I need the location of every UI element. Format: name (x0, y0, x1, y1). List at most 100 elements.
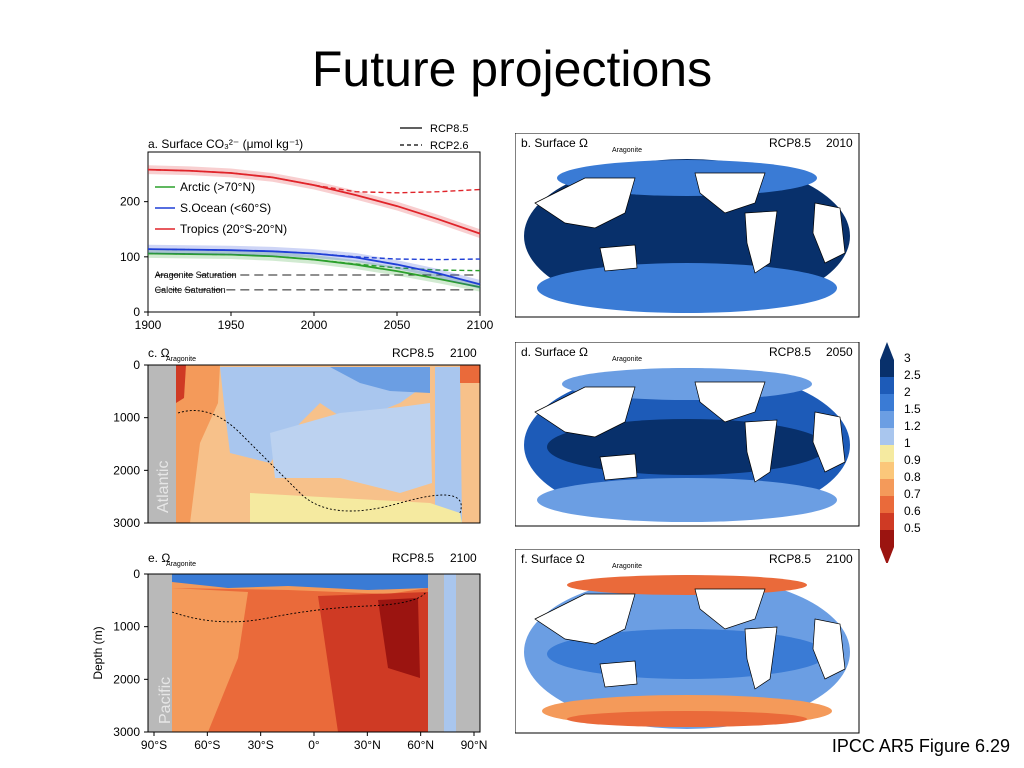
panel-d-title: d. Surface Ω (521, 345, 588, 359)
colorbar-bottom-arrow (880, 547, 894, 563)
depth-tick-label: 1000 (113, 620, 140, 634)
colorbar-swatch (880, 530, 894, 547)
panel-c-title: c. Ω (148, 346, 170, 360)
series-line-rcp85 (147, 248, 481, 286)
colorbar-label: 1.5 (904, 402, 921, 416)
colorbar-label: 1 (904, 436, 911, 450)
panel-c-basin: Atlantic (155, 461, 172, 513)
panel-f-year: 2100 (826, 552, 853, 566)
panel-e-scenario: RCP8.5 (392, 551, 434, 565)
depth-tick-label: 0 (133, 567, 140, 581)
panel-d-subscript: Aragonite (612, 356, 642, 363)
x-tick-label: 1950 (218, 318, 245, 332)
panel-b-year: 2010 (826, 136, 853, 150)
map-f-field (524, 575, 850, 729)
depth-tick-label: 3000 (113, 725, 140, 739)
slide-title: Future projections (311, 41, 713, 97)
legend-arctic: Arctic (>70°N) (180, 180, 255, 194)
panel-b-subscript: Aragonite (612, 147, 642, 154)
colorbar-top-arrow (880, 342, 894, 360)
depth-tick-label: 1000 (113, 411, 140, 425)
legend-tropics: Tropics (20°S-20°N) (180, 222, 287, 236)
x-tick-label: 2000 (301, 318, 328, 332)
legend-rcp85: RCP8.5 (430, 123, 469, 135)
figure-credit: IPCC AR5 Figure 6.29 (831, 736, 1010, 756)
colorbar-label: 0.9 (904, 453, 921, 467)
lat-tick-label: 60°N (407, 738, 434, 752)
panel-b-title: b. Surface Ω (521, 136, 588, 150)
panel-d-scenario: RCP8.5 (769, 345, 811, 359)
colorbar-swatch (880, 513, 894, 530)
series-line-rcp85 (147, 168, 481, 235)
lat-tick-label: 30°N (354, 738, 381, 752)
panel-f-map-2100: f. Surface Ω Aragonite RCP8.5 2100 (515, 549, 860, 734)
colorbar-swatch (880, 462, 894, 479)
panel-a-title: a. Surface CO₃²⁻ (μmol kg⁻¹) (148, 137, 303, 151)
depth-tick-label: 2000 (113, 463, 140, 477)
colorbar-swatch (880, 411, 894, 428)
panel-c-atlantic-section: c. Ω Aragonite RCP8.5 2100 Atlantic 0 100… (113, 346, 481, 530)
depth-tick-label: 2000 (113, 672, 140, 686)
section-c-field (148, 365, 480, 523)
y-tick-label: 200 (120, 195, 140, 209)
panel-f-scenario: RCP8.5 (769, 552, 811, 566)
lat-tick-label: 90°S (141, 738, 167, 752)
y-tick-label: 100 (120, 250, 140, 264)
section-e-field (148, 574, 480, 732)
saturation-label: Calcite Saturation (155, 285, 226, 295)
lat-tick-label: 60°S (194, 738, 220, 752)
lat-tick-label: 0° (308, 738, 320, 752)
colorbar-label: 0.5 (904, 521, 921, 535)
colorbar-swatch (880, 496, 894, 513)
panel-a-line-chart: a. Surface CO₃²⁻ (μmol kg⁻¹) RCP8.5 RCP2… (120, 123, 494, 332)
panel-b-map-2010: b. Surface Ω Aragonite RCP8.5 2010 (515, 133, 860, 318)
panel-f-title: f. Surface Ω (521, 552, 585, 566)
panel-e-pacific-section: e. Ω Aragonite RCP8.5 2100 Pacific Depth… (91, 551, 487, 752)
panel-c-subscript: Aragonite (166, 356, 196, 363)
panel-c-scenario: RCP8.5 (392, 346, 434, 360)
colorbar-label: 3 (904, 351, 911, 365)
colorbar-label: 0.7 (904, 487, 921, 501)
series-line-rcp85 (147, 252, 481, 289)
depth-axis-label: Depth (m) (91, 626, 105, 679)
plot-frame-a (147, 151, 481, 313)
panel-e-basin: Pacific (157, 677, 174, 724)
map-d-field (524, 368, 850, 522)
lat-tick-label: 30°S (248, 738, 274, 752)
colorbar: 3 2.5 2 1.5 1.2 1 0.9 0.8 0.7 0.6 0.5 (880, 342, 921, 563)
panel-c-year: 2100 (450, 346, 477, 360)
panel-d-map-2050: d. Surface Ω Aragonite RCP8.5 2050 (515, 342, 860, 527)
colorbar-swatch (880, 479, 894, 496)
colorbar-marks: 3 2.5 2 1.5 1.2 1 0.9 0.8 0.7 0.6 0.5 (880, 342, 921, 563)
legend-rcp26: RCP2.6 (430, 140, 469, 152)
panel-f-subscript: Aragonite (612, 563, 642, 570)
y-tick-label: 0 (133, 305, 140, 319)
panel-e-title: e. Ω (148, 551, 170, 565)
colorbar-label: 0.8 (904, 470, 921, 484)
colorbar-swatch (880, 428, 894, 445)
depth-tick-label: 0 (133, 358, 140, 372)
map-b-field (524, 159, 850, 313)
x-tick-label: 2100 (467, 318, 494, 332)
panel-d-year: 2050 (826, 345, 853, 359)
series-uncertainty-band (148, 165, 480, 239)
colorbar-label: 1.2 (904, 419, 921, 433)
panel-a-marks: 1900 1950 2000 2050 2100 0 100 200 Aragonite Sat… (120, 165, 494, 332)
panel-e-subscript: Aragonite (166, 561, 196, 568)
colorbar-label: 2.5 (904, 368, 921, 382)
colorbar-swatch (880, 360, 894, 377)
colorbar-label: 2 (904, 385, 911, 399)
x-tick-label: 1900 (135, 318, 162, 332)
x-tick-label: 2050 (384, 318, 411, 332)
depth-tick-label: 3000 (113, 516, 140, 530)
legend-southern-ocean: S.Ocean (<60°S) (180, 201, 271, 215)
colorbar-label: 0.6 (904, 504, 921, 518)
colorbar-swatch (880, 445, 894, 462)
colorbar-swatch (880, 394, 894, 411)
lat-tick-label: 90°N (461, 738, 488, 752)
plot-frame-c (147, 364, 481, 524)
series-legend: Arctic (>70°N) S.Ocean (<60°S) Tropics (… (155, 180, 287, 236)
panel-c-axis: 0 1000 2000 3000 (113, 358, 148, 530)
series-line-rcp26 (147, 248, 481, 261)
